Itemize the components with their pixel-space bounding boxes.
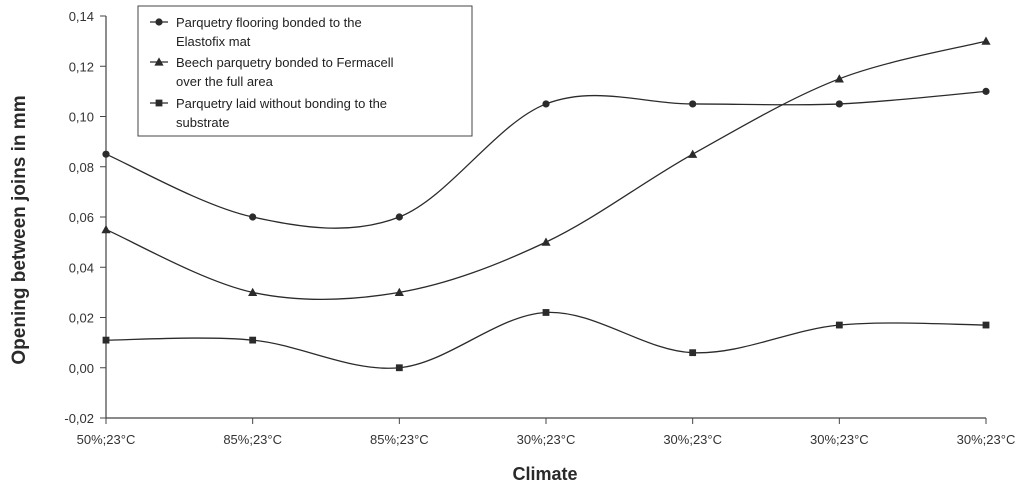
data-point-square [542, 309, 550, 316]
legend-label: Parquetry laid without bonding to the [176, 96, 387, 111]
x-tick-label: 30%;23°C [663, 432, 722, 447]
y-tick-label: 0,04 [69, 260, 94, 275]
y-tick-label: 0,14 [69, 9, 94, 24]
data-point-circle [689, 100, 697, 108]
legend-label: over the full area [176, 74, 274, 89]
legend-label: Parquetry flooring bonded to the [176, 15, 362, 30]
y-tick-label: 0,02 [69, 311, 94, 326]
y-tick-label: -0,02 [64, 411, 94, 426]
x-tick-label: 30%;23°C [957, 432, 1016, 447]
y-tick-label: 0,12 [69, 59, 94, 74]
data-point-circle [395, 213, 403, 221]
x-tick-label: 85%;23°C [370, 432, 429, 447]
data-point-circle [982, 87, 990, 95]
y-ticks: -0,02 0,00 0,02 0,04 0,06 0,08 0,10 0,12 0,14 [64, 9, 106, 426]
legend-box [137, 5, 473, 137]
data-point-square [395, 364, 403, 372]
legend-label: Elastofix mat [176, 34, 251, 49]
data-point-circle [542, 100, 550, 108]
y-tick-label: 0,08 [69, 160, 94, 175]
data-point-triangle [101, 224, 111, 234]
series-lines [101, 36, 991, 372]
data-point-triangle [981, 36, 991, 45]
data-point-square [689, 349, 697, 357]
legend-marker-square [155, 99, 163, 107]
legend-marker-circle [155, 18, 163, 26]
x-tick-label: 30%;23°C [517, 432, 576, 447]
series-line [105, 311, 987, 369]
y-tick-label: 0,10 [69, 110, 94, 125]
series-triangle [101, 36, 991, 301]
legend: Parquetry flooring bonded to the Elastofi… [137, 5, 473, 137]
legend-marker-triangle [154, 57, 164, 66]
y-tick-label: 0,06 [69, 210, 94, 225]
x-axis-title: Climate [512, 464, 577, 484]
legend-item: Beech parquetry bonded to Fermacell over … [150, 55, 394, 89]
data-point-triangle [394, 287, 404, 297]
y-axis-title: Opening between joins in mm [9, 95, 30, 364]
x-tick-label: 50%;23°C [77, 432, 136, 447]
x-ticks: 50%;23°C 85%;23°C 85%;23°C 30%;23°C 30%;23°C… [77, 418, 1016, 447]
data-point-square [982, 321, 990, 329]
series-square [102, 309, 990, 372]
y-tick-label: 0,00 [69, 361, 94, 376]
data-point-circle [249, 213, 257, 221]
data-point-circle [102, 150, 110, 158]
data-point-square [835, 321, 843, 329]
data-point-triangle [688, 149, 698, 158]
data-point-triangle [248, 287, 258, 297]
data-point-square [249, 336, 257, 344]
legend-item: Parquetry laid without bonding to the sub… [150, 96, 387, 130]
series-circle [102, 87, 990, 229]
data-point-circle [835, 100, 843, 108]
legend-label: Beech parquetry bonded to Fermacell [176, 55, 394, 70]
data-point-triangle [541, 237, 551, 246]
legend-item: Parquetry flooring bonded to the Elastofi… [150, 15, 362, 49]
data-point-triangle [834, 74, 844, 83]
x-tick-label: 85%;23°C [223, 432, 282, 447]
x-tick-label: 30%;23°C [810, 432, 869, 447]
data-point-square [102, 336, 110, 344]
legend-label: substrate [176, 115, 229, 130]
